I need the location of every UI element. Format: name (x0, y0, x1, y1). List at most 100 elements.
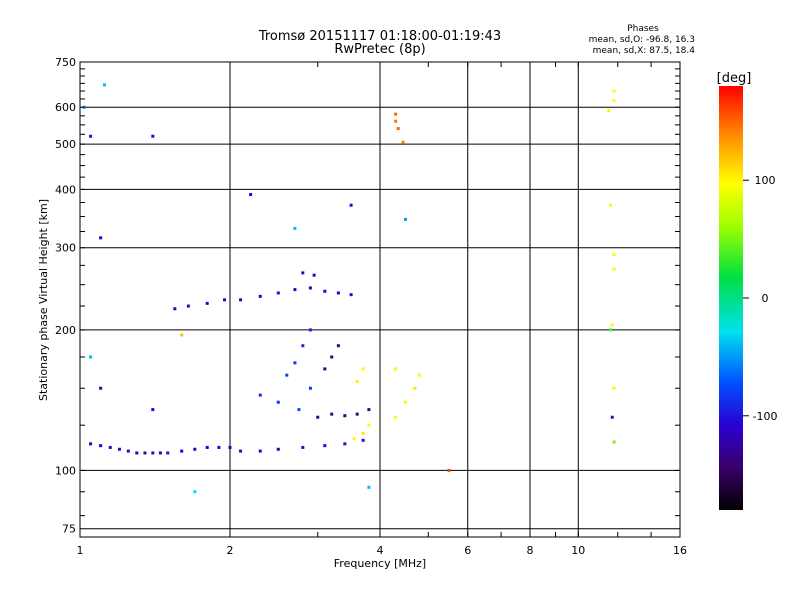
data-point (180, 449, 184, 453)
colorbar-gradient (719, 86, 743, 510)
data-point (143, 451, 147, 455)
data-point (239, 449, 243, 453)
data-point (336, 344, 340, 348)
data-point (394, 415, 398, 419)
y-tick-label: 400 (55, 183, 76, 196)
data-point (99, 444, 103, 448)
data-point (610, 323, 614, 327)
x-tick-label: 16 (673, 544, 687, 557)
data-points (82, 83, 616, 494)
x-tick-label: 2 (227, 544, 234, 557)
data-point (293, 288, 297, 292)
y-tick-label: 500 (55, 138, 76, 151)
data-point (355, 380, 359, 384)
data-point (258, 393, 262, 397)
x-tick-label: 1 (77, 544, 84, 557)
data-point (394, 119, 398, 123)
data-point (193, 490, 197, 494)
data-point (285, 373, 289, 377)
data-point (89, 442, 93, 446)
data-point (151, 134, 155, 138)
data-point (135, 451, 139, 455)
phase-info-title: Phases (627, 24, 659, 34)
x-tick-label: 10 (571, 544, 585, 557)
data-point (186, 304, 190, 308)
data-point (355, 412, 359, 416)
data-point (103, 83, 107, 87)
grid-lines (79, 61, 681, 537)
y-tick-labels: 75 100 200 300 400 500 600 750 (55, 56, 76, 536)
colorbar-ticks: 100 0 -100 (743, 174, 777, 423)
data-point (361, 367, 365, 371)
data-point (336, 291, 340, 295)
x-tick-label: 4 (377, 544, 384, 557)
data-point (413, 386, 417, 390)
data-point (297, 408, 301, 412)
data-point (193, 447, 197, 451)
x-tick-labels: 1 2 4 6 8 10 16 (77, 544, 688, 557)
axis-ticks (79, 61, 681, 537)
colorbar-tick-label: 0 (762, 292, 769, 305)
data-point (312, 273, 316, 277)
y-tick-label: 75 (62, 523, 76, 536)
y-tick-label: 100 (55, 464, 76, 477)
colorbar-tick-label: -100 (753, 410, 778, 423)
data-point (396, 127, 400, 131)
y-tick-label: 300 (55, 242, 76, 255)
data-point (612, 440, 616, 444)
data-point (352, 437, 356, 441)
y-axis-label: Stationary phase Virtual Height [km] (37, 199, 50, 401)
phase-info-x: mean, sd,X: 87.5, 18.4 (593, 46, 696, 56)
data-point (417, 373, 421, 377)
data-point (361, 438, 365, 442)
data-point (367, 423, 371, 427)
chart-title-line2: RwPretec (8p) (334, 42, 425, 57)
data-point (258, 449, 262, 453)
data-point (301, 344, 305, 348)
data-point (608, 203, 612, 207)
data-point (117, 447, 121, 451)
data-point (330, 412, 334, 416)
data-point (330, 355, 334, 359)
data-point (99, 236, 103, 240)
data-point (308, 386, 312, 390)
data-point (349, 203, 353, 207)
data-point (99, 386, 103, 390)
data-point (151, 408, 155, 412)
y-tick-label: 600 (55, 101, 76, 114)
data-point (217, 445, 221, 449)
colorbar-tick-label: 100 (755, 174, 776, 187)
data-point (610, 415, 614, 419)
data-point (308, 328, 312, 332)
data-point (361, 431, 365, 435)
phase-info: Phases mean, sd,O: -96.8, 16.3 mean, sd,… (589, 24, 696, 56)
data-point (367, 485, 371, 489)
data-point (89, 355, 93, 359)
data-point (343, 414, 347, 418)
x-tick-label: 8 (527, 544, 534, 557)
phase-info-o: mean, sd,O: -96.8, 16.3 (589, 35, 695, 45)
data-point (276, 447, 280, 451)
data-point (401, 140, 405, 144)
data-point (612, 386, 616, 390)
data-point (205, 301, 209, 305)
colorbar-label: [deg] (717, 71, 752, 86)
data-point (612, 99, 616, 103)
data-point (301, 271, 305, 275)
data-point (308, 286, 312, 290)
data-point (607, 109, 611, 113)
data-point (323, 289, 327, 293)
data-point (276, 291, 280, 295)
data-point (166, 451, 170, 455)
data-point (447, 468, 451, 472)
data-point (316, 415, 320, 419)
x-tick-label: 6 (464, 544, 471, 557)
data-point (258, 294, 262, 298)
data-point (403, 217, 407, 221)
data-point (249, 193, 253, 197)
data-point (89, 134, 93, 138)
data-point (349, 293, 353, 297)
chart-title-line1: Tromsø 20151117 01:18:00-01:19:43 (258, 29, 501, 44)
data-point (151, 451, 155, 455)
